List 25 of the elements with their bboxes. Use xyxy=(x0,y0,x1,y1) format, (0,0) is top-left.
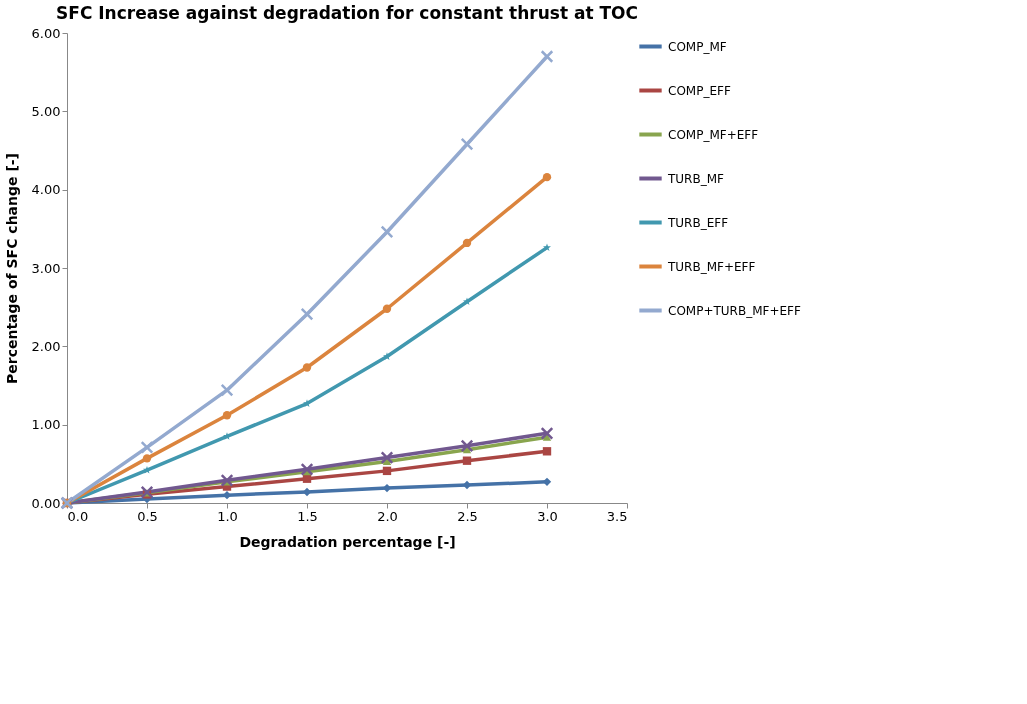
y-tick-label: 0.00 xyxy=(31,495,61,511)
y-tick-label: 1.00 xyxy=(31,417,61,433)
y-tick-label: 4.00 xyxy=(31,182,61,198)
x-tick-label: 1.5 xyxy=(297,508,318,524)
y-tick-label: 5.00 xyxy=(31,103,61,119)
x-tick-label: 0.5 xyxy=(137,508,158,524)
x-tick-label: 0.0 xyxy=(67,508,89,524)
chart-title: SFC Increase against degradation for constant thrust at TOC xyxy=(56,3,638,23)
legend-label: COMP_EFF xyxy=(668,83,731,98)
legend-label: TURB_EFF xyxy=(667,215,729,230)
x-tick-label: 3.0 xyxy=(537,508,558,524)
x-tick-label: 2.5 xyxy=(457,508,478,524)
y-tick-label: 3.00 xyxy=(31,260,61,276)
x-tick-label: 2.0 xyxy=(377,508,398,524)
legend-label: COMP+TURB_MF+EFF xyxy=(668,303,801,318)
legend-label: COMP_MF xyxy=(668,39,727,54)
y-tick-label: 6.00 xyxy=(31,25,61,41)
y-axis-title: Percentage of SFC change [-] xyxy=(3,152,20,385)
x-tick-label: 3.5 xyxy=(606,508,628,524)
x-tick-label: 1.0 xyxy=(217,508,238,524)
x-axis-title: Degradation percentage [-] xyxy=(239,533,456,550)
legend-label: TURB_MF+EFF xyxy=(667,259,756,274)
y-tick-label: 2.00 xyxy=(31,338,61,354)
legend-label: TURB_MF xyxy=(667,171,725,186)
legend-label: COMP_MF+EFF xyxy=(668,127,759,142)
